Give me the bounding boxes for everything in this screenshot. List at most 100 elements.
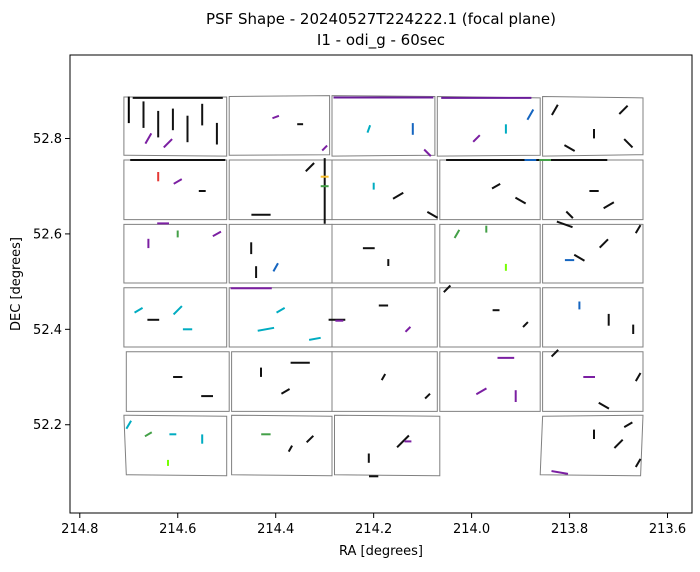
psf-segment-66 [172,305,183,316]
ccd-cell-r4-c2 [331,351,438,412]
plot-content [123,95,644,478]
psf-segment-56 [453,229,461,239]
ccd-cell-r4-c0 [125,351,230,412]
ccd-cell-r4-c4 [542,351,644,412]
y-tick-label-1: 52.4 [33,323,62,338]
psf-segment-21 [551,104,559,116]
ccd-cell-r2-c2 [331,223,436,284]
ccd-cell-r3-c4 [542,287,644,348]
ccd-cell-r3-c2 [331,287,438,348]
ccd-cell-r5-c1 [231,414,333,477]
psf-segment-63 [634,224,642,234]
ccd-cell-r1-c2 [331,159,438,221]
psf-segment-87 [380,373,387,381]
psf-segment-42 [491,183,501,190]
plot-frame [69,54,693,514]
psf-segment-112 [623,421,633,428]
psf-segment-16 [423,148,432,157]
x-tick-label-2: 214.4 [257,522,294,537]
psf-segment-95 [634,372,642,382]
psf-segment-70 [308,336,321,341]
psf-segment-18 [472,134,481,143]
x-tick-label-5: 213.8 [551,522,588,537]
ccd-cell-r0-c4 [542,95,644,157]
ccd-cell-r1-c1 [228,159,333,221]
psf-segment-88 [424,392,431,400]
psf-segment-92 [550,349,559,358]
x-tick-label-0: 214.8 [61,522,98,537]
y-tick-label-0: 52.2 [33,418,62,433]
psf-segment-103 [305,435,315,444]
psf-segment-59 [556,220,573,229]
psf-segment-46 [565,210,574,219]
psf-segment-25 [623,138,634,149]
psf-segment-36 [426,211,439,219]
psf-segment-94 [598,401,610,410]
psf-segment-104 [396,434,410,449]
psf-segment-14 [366,124,372,133]
psf-segment-22 [563,144,576,152]
ccd-cell-r3-c0 [123,287,228,348]
ccd-cell-r0-c1 [228,95,331,156]
psf-segment-43 [514,196,527,205]
psf-segment-64 [134,307,144,314]
chart-subtitle: I1 - odi_g - 60sec [317,31,445,50]
y-axis-label: DEC [degrees] [9,237,24,331]
y-tick-label-3: 52.8 [33,132,62,147]
ccd-cell-r0-c0 [123,96,228,157]
psf-segment-28 [173,178,183,185]
psf-segment-34 [305,162,315,173]
psf-segment-60 [573,253,585,262]
ccd-cell-r1-c4 [542,159,644,221]
ccd-cell-r5-c4 [539,414,644,477]
ccd-cell-r4-c1 [231,351,333,412]
x-axis-ticks: 214.8 214.6 214.4 214.2 214.0 213.8 213.6 [61,513,686,537]
psf-segment-8 [163,138,173,149]
psf-segment-110 [613,438,624,449]
psf-segment-76 [443,284,452,293]
psf-segment-97 [144,431,153,438]
x-tick-label-1: 214.6 [159,522,196,537]
ccd-cell-r2-c0 [123,223,228,284]
ccd-cell-r3-c3 [439,287,541,348]
y-axis-ticks: 52.2 52.4 52.6 52.8 [33,132,70,433]
ccd-cell-r2-c4 [542,223,644,284]
x-tick-label-6: 213.6 [649,522,686,537]
psf-segment-108 [551,470,569,475]
ccd-cell-r1-c3 [439,159,541,221]
psf-segment-96 [125,420,132,430]
psf-segment-12 [321,144,328,152]
psf-segment-35 [392,191,404,200]
ccd-cell-r0-c2 [331,95,436,157]
psf-segment-45 [603,201,615,210]
psf-segment-78 [522,321,529,328]
psf-segment-71 [276,307,286,314]
x-tick-label-4: 214.0 [453,522,490,537]
psf-segment-50 [212,230,222,238]
ccd-cell-r1-c0 [123,159,228,221]
ccd-cell-r5-c0 [123,414,228,477]
psf-segment-69 [257,326,275,332]
psf-segment-62 [598,238,609,249]
ccd-cell-r2-c1 [228,223,333,284]
x-tick-label-3: 214.2 [355,522,392,537]
psf-segment-102 [287,445,293,453]
ccd-cell-r2-c3 [439,223,541,284]
psf-segment-20 [526,109,535,121]
psf-segment-89 [475,387,487,396]
ccd-cell-r4-c3 [439,351,541,412]
ccd-cell-r5-c2 [334,414,441,477]
x-axis-label: RA [degrees] [339,544,423,559]
psf-segment-111 [634,458,642,468]
psf-segment-52 [272,262,279,272]
psf-segment-10 [272,114,280,120]
psf-segment-86 [280,388,291,395]
psf-segment-7 [144,132,153,145]
psf-segment-24 [618,104,629,115]
chart-title: PSF Shape - 20240527T224222.1 (focal pla… [206,10,556,28]
ccd-cell-r0-c3 [436,95,541,157]
psf-segment-75 [404,326,412,333]
y-tick-label-2: 52.6 [33,227,62,242]
